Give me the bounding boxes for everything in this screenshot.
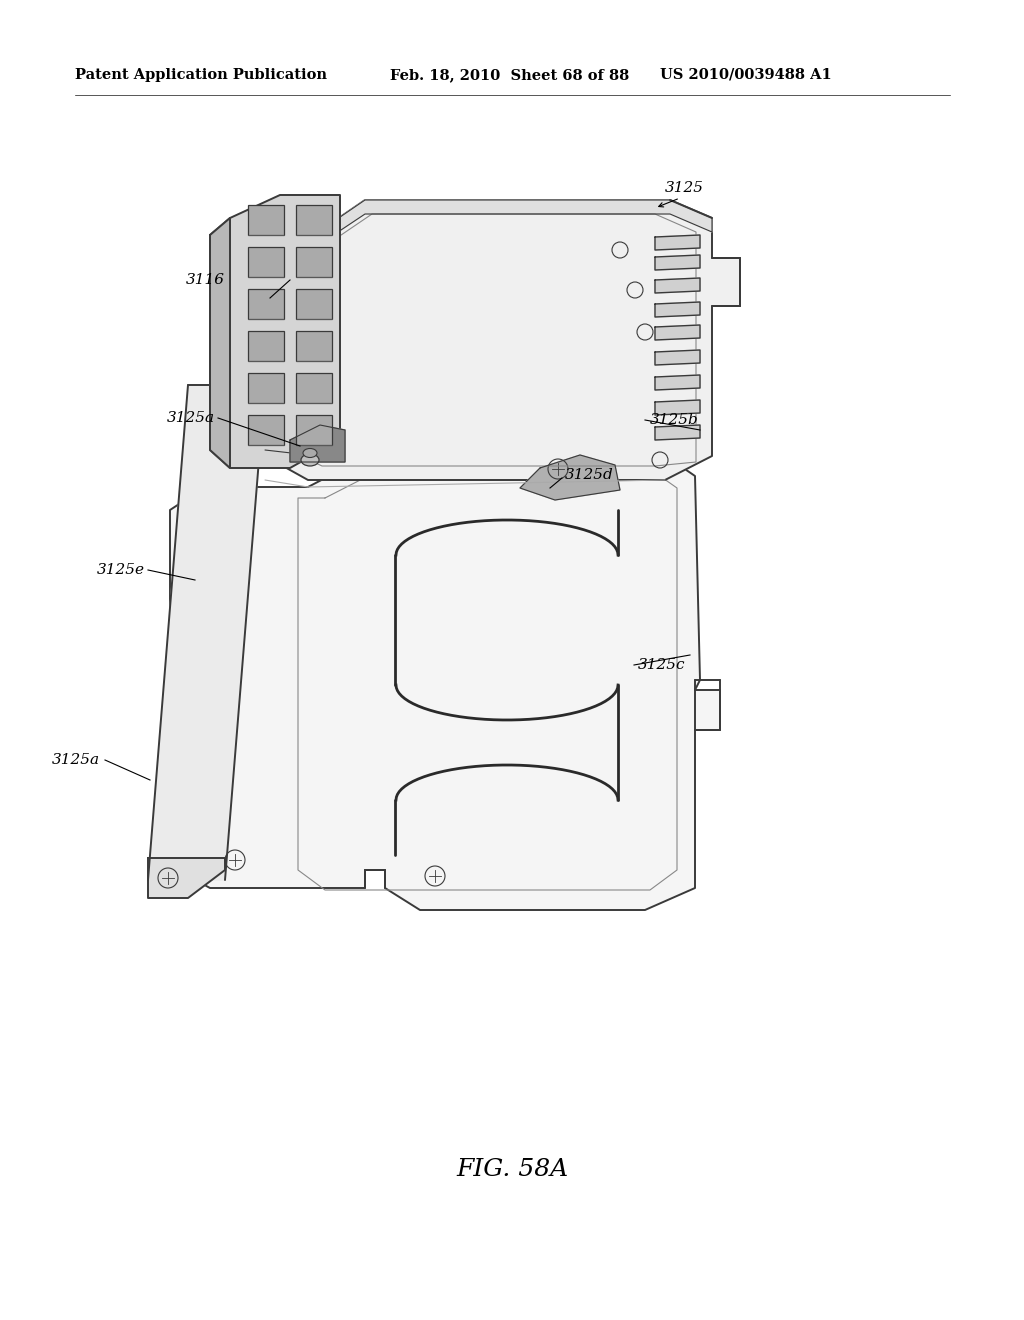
- Text: 3125: 3125: [665, 181, 705, 195]
- Ellipse shape: [303, 449, 317, 458]
- Text: Feb. 18, 2010  Sheet 68 of 88: Feb. 18, 2010 Sheet 68 of 88: [390, 69, 630, 82]
- Polygon shape: [148, 385, 265, 880]
- Bar: [296, 331, 332, 360]
- Bar: [248, 289, 284, 319]
- Polygon shape: [655, 302, 700, 317]
- Ellipse shape: [301, 454, 319, 466]
- Polygon shape: [148, 858, 225, 898]
- Polygon shape: [290, 425, 345, 462]
- Bar: [296, 247, 332, 277]
- Polygon shape: [655, 325, 700, 341]
- Text: Patent Application Publication: Patent Application Publication: [75, 69, 327, 82]
- Bar: [248, 205, 284, 235]
- Polygon shape: [308, 201, 712, 252]
- Bar: [248, 414, 284, 445]
- Bar: [296, 374, 332, 403]
- Polygon shape: [210, 195, 340, 469]
- Bar: [248, 331, 284, 360]
- Bar: [296, 414, 332, 445]
- Polygon shape: [655, 350, 700, 366]
- Text: 3116: 3116: [186, 273, 225, 286]
- Polygon shape: [170, 454, 720, 909]
- Bar: [248, 374, 284, 403]
- Text: 3125a: 3125a: [52, 752, 100, 767]
- Polygon shape: [520, 455, 620, 500]
- Polygon shape: [655, 425, 700, 440]
- Polygon shape: [655, 235, 700, 249]
- Polygon shape: [655, 400, 700, 414]
- Polygon shape: [655, 279, 700, 293]
- Text: 3125d: 3125d: [565, 469, 613, 482]
- Text: 3125e: 3125e: [97, 564, 145, 577]
- Bar: [248, 247, 284, 277]
- Polygon shape: [265, 201, 740, 480]
- Polygon shape: [655, 255, 700, 271]
- Bar: [296, 289, 332, 319]
- Polygon shape: [210, 218, 230, 469]
- Bar: [296, 205, 332, 235]
- Text: 3125a: 3125a: [167, 411, 215, 425]
- Text: US 2010/0039488 A1: US 2010/0039488 A1: [660, 69, 831, 82]
- Polygon shape: [655, 375, 700, 389]
- Text: FIG. 58A: FIG. 58A: [456, 1159, 568, 1181]
- Text: 3125c: 3125c: [638, 657, 685, 672]
- Text: 3125b: 3125b: [650, 413, 698, 426]
